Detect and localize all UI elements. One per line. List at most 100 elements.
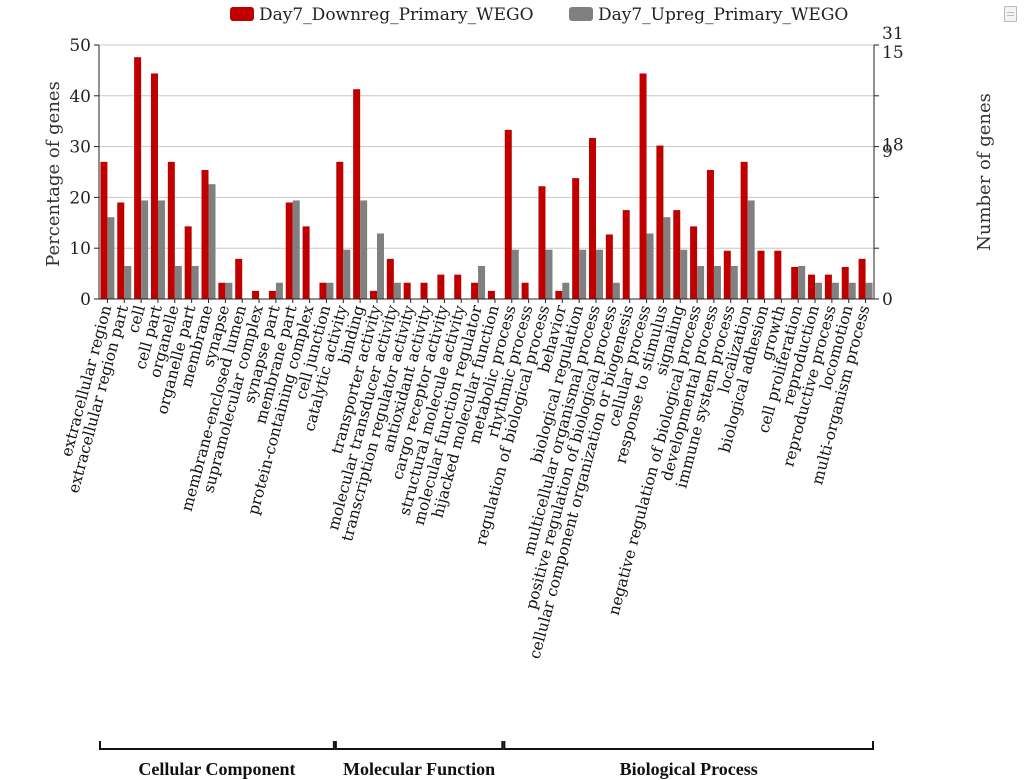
bar-downreg[interactable] (319, 282, 327, 299)
bar-downreg[interactable] (437, 274, 445, 299)
bar-upreg[interactable] (360, 200, 368, 299)
bar-downreg[interactable] (538, 186, 546, 299)
bar-upreg[interactable] (579, 249, 587, 299)
bar-upreg[interactable] (174, 265, 182, 299)
bar-downreg[interactable] (824, 274, 832, 299)
bar-upreg[interactable] (107, 217, 115, 299)
bar-upreg[interactable] (326, 282, 334, 299)
bar-downreg[interactable] (656, 145, 664, 299)
bar-downreg[interactable] (167, 161, 175, 299)
bar-upreg[interactable] (208, 184, 216, 299)
legend-label-downreg: Day7_Downreg_Primary_WEGO (259, 5, 534, 25)
bar-upreg[interactable] (292, 200, 300, 299)
bar-upreg[interactable] (596, 249, 604, 299)
y2-tick-label-zero: 0 (882, 290, 893, 310)
bar-downreg[interactable] (639, 73, 647, 299)
bar-downreg[interactable] (723, 250, 731, 299)
bar-downreg[interactable] (572, 178, 580, 299)
bar-downreg[interactable] (673, 210, 681, 299)
bar-downreg[interactable] (369, 290, 377, 299)
bar-downreg[interactable] (353, 89, 361, 299)
bar-upreg[interactable] (141, 200, 149, 299)
bar-downreg[interactable] (555, 290, 563, 299)
document-icon[interactable] (1004, 6, 1017, 22)
bar-downreg[interactable] (218, 282, 226, 299)
bar-upreg[interactable] (562, 282, 570, 299)
bar-upreg[interactable] (376, 233, 384, 299)
bar-upreg[interactable] (478, 265, 486, 299)
bar-upreg[interactable] (730, 265, 738, 299)
bar-downreg[interactable] (100, 161, 108, 299)
legend-item-upreg[interactable]: Day7_Upreg_Primary_WEGO (569, 5, 848, 25)
bar-upreg[interactable] (124, 265, 132, 299)
bar-upreg[interactable] (815, 282, 823, 299)
bar-downreg[interactable] (706, 169, 714, 299)
bar-downreg[interactable] (252, 290, 260, 299)
bar-upreg[interactable] (275, 282, 283, 299)
bar-downreg[interactable] (757, 250, 765, 299)
group-bracket (334, 741, 504, 750)
bar-downreg[interactable] (403, 282, 411, 299)
bar-downreg[interactable] (471, 282, 479, 299)
bar-downreg[interactable] (302, 226, 310, 299)
bar-downreg[interactable] (235, 258, 243, 299)
bar-downreg[interactable] (336, 161, 344, 299)
bar-upreg[interactable] (798, 265, 806, 299)
bar-upreg[interactable] (713, 265, 721, 299)
bar-upreg[interactable] (157, 200, 165, 299)
bar-downreg[interactable] (690, 226, 698, 299)
bar-downreg[interactable] (386, 258, 394, 299)
bar-downreg[interactable] (454, 274, 462, 299)
bar-downreg[interactable] (504, 129, 512, 299)
bar-downreg[interactable] (285, 202, 293, 299)
y2-tick-label-series1: 9 (882, 142, 893, 162)
bar-downreg[interactable] (740, 161, 748, 299)
bar-downreg[interactable] (521, 282, 529, 299)
legend-swatch-downreg (230, 7, 254, 21)
bar-downreg[interactable] (791, 267, 799, 299)
bar-upreg[interactable] (831, 282, 839, 299)
bar-upreg[interactable] (511, 249, 519, 299)
legend-label-upreg: Day7_Upreg_Primary_WEGO (598, 5, 848, 25)
y-tick-label: 40 (69, 87, 91, 107)
bar-upreg[interactable] (393, 282, 401, 299)
bar-upreg[interactable] (747, 200, 755, 299)
bar-upreg[interactable] (865, 282, 873, 299)
group-label: Cellular Component (138, 759, 295, 779)
y-tick-label: 10 (69, 239, 91, 259)
bar-downreg[interactable] (420, 282, 428, 299)
bar-downreg[interactable] (589, 137, 597, 299)
bar-upreg[interactable] (545, 249, 553, 299)
bar-upreg[interactable] (612, 282, 620, 299)
bar-downreg[interactable] (622, 210, 630, 299)
bar-upreg[interactable] (680, 249, 688, 299)
bar-downreg[interactable] (487, 290, 495, 299)
bar-downreg[interactable] (808, 274, 816, 299)
bar-upreg[interactable] (697, 265, 705, 299)
bar-upreg[interactable] (646, 233, 654, 299)
bar-downreg[interactable] (184, 226, 192, 299)
legend: Day7_Downreg_Primary_WEGO Day7_Upreg_Pri… (230, 5, 848, 25)
bar-downreg[interactable] (841, 267, 849, 299)
bar-downreg[interactable] (774, 250, 782, 299)
legend-item-downreg[interactable]: Day7_Downreg_Primary_WEGO (230, 5, 534, 25)
y2-axis-ticks: 9 15 18 31 0 (874, 24, 904, 310)
bars (100, 57, 873, 299)
y-tick-label: 0 (80, 290, 91, 310)
bar-upreg[interactable] (225, 282, 233, 299)
bar-downreg[interactable] (117, 202, 125, 299)
bar-downreg[interactable] (201, 169, 209, 299)
bar-downreg[interactable] (605, 234, 613, 299)
bar-downreg[interactable] (134, 57, 142, 299)
y-tick-label: 20 (69, 188, 91, 208)
bar-upreg[interactable] (343, 249, 351, 299)
bar-downreg[interactable] (150, 73, 158, 299)
bar-upreg[interactable] (848, 282, 856, 299)
bar-upreg[interactable] (191, 265, 199, 299)
bar-downreg[interactable] (858, 258, 866, 299)
bar-downreg[interactable] (268, 290, 276, 299)
y2-tick-label-series2: 31 (882, 24, 904, 44)
bar-upreg[interactable] (663, 217, 671, 299)
